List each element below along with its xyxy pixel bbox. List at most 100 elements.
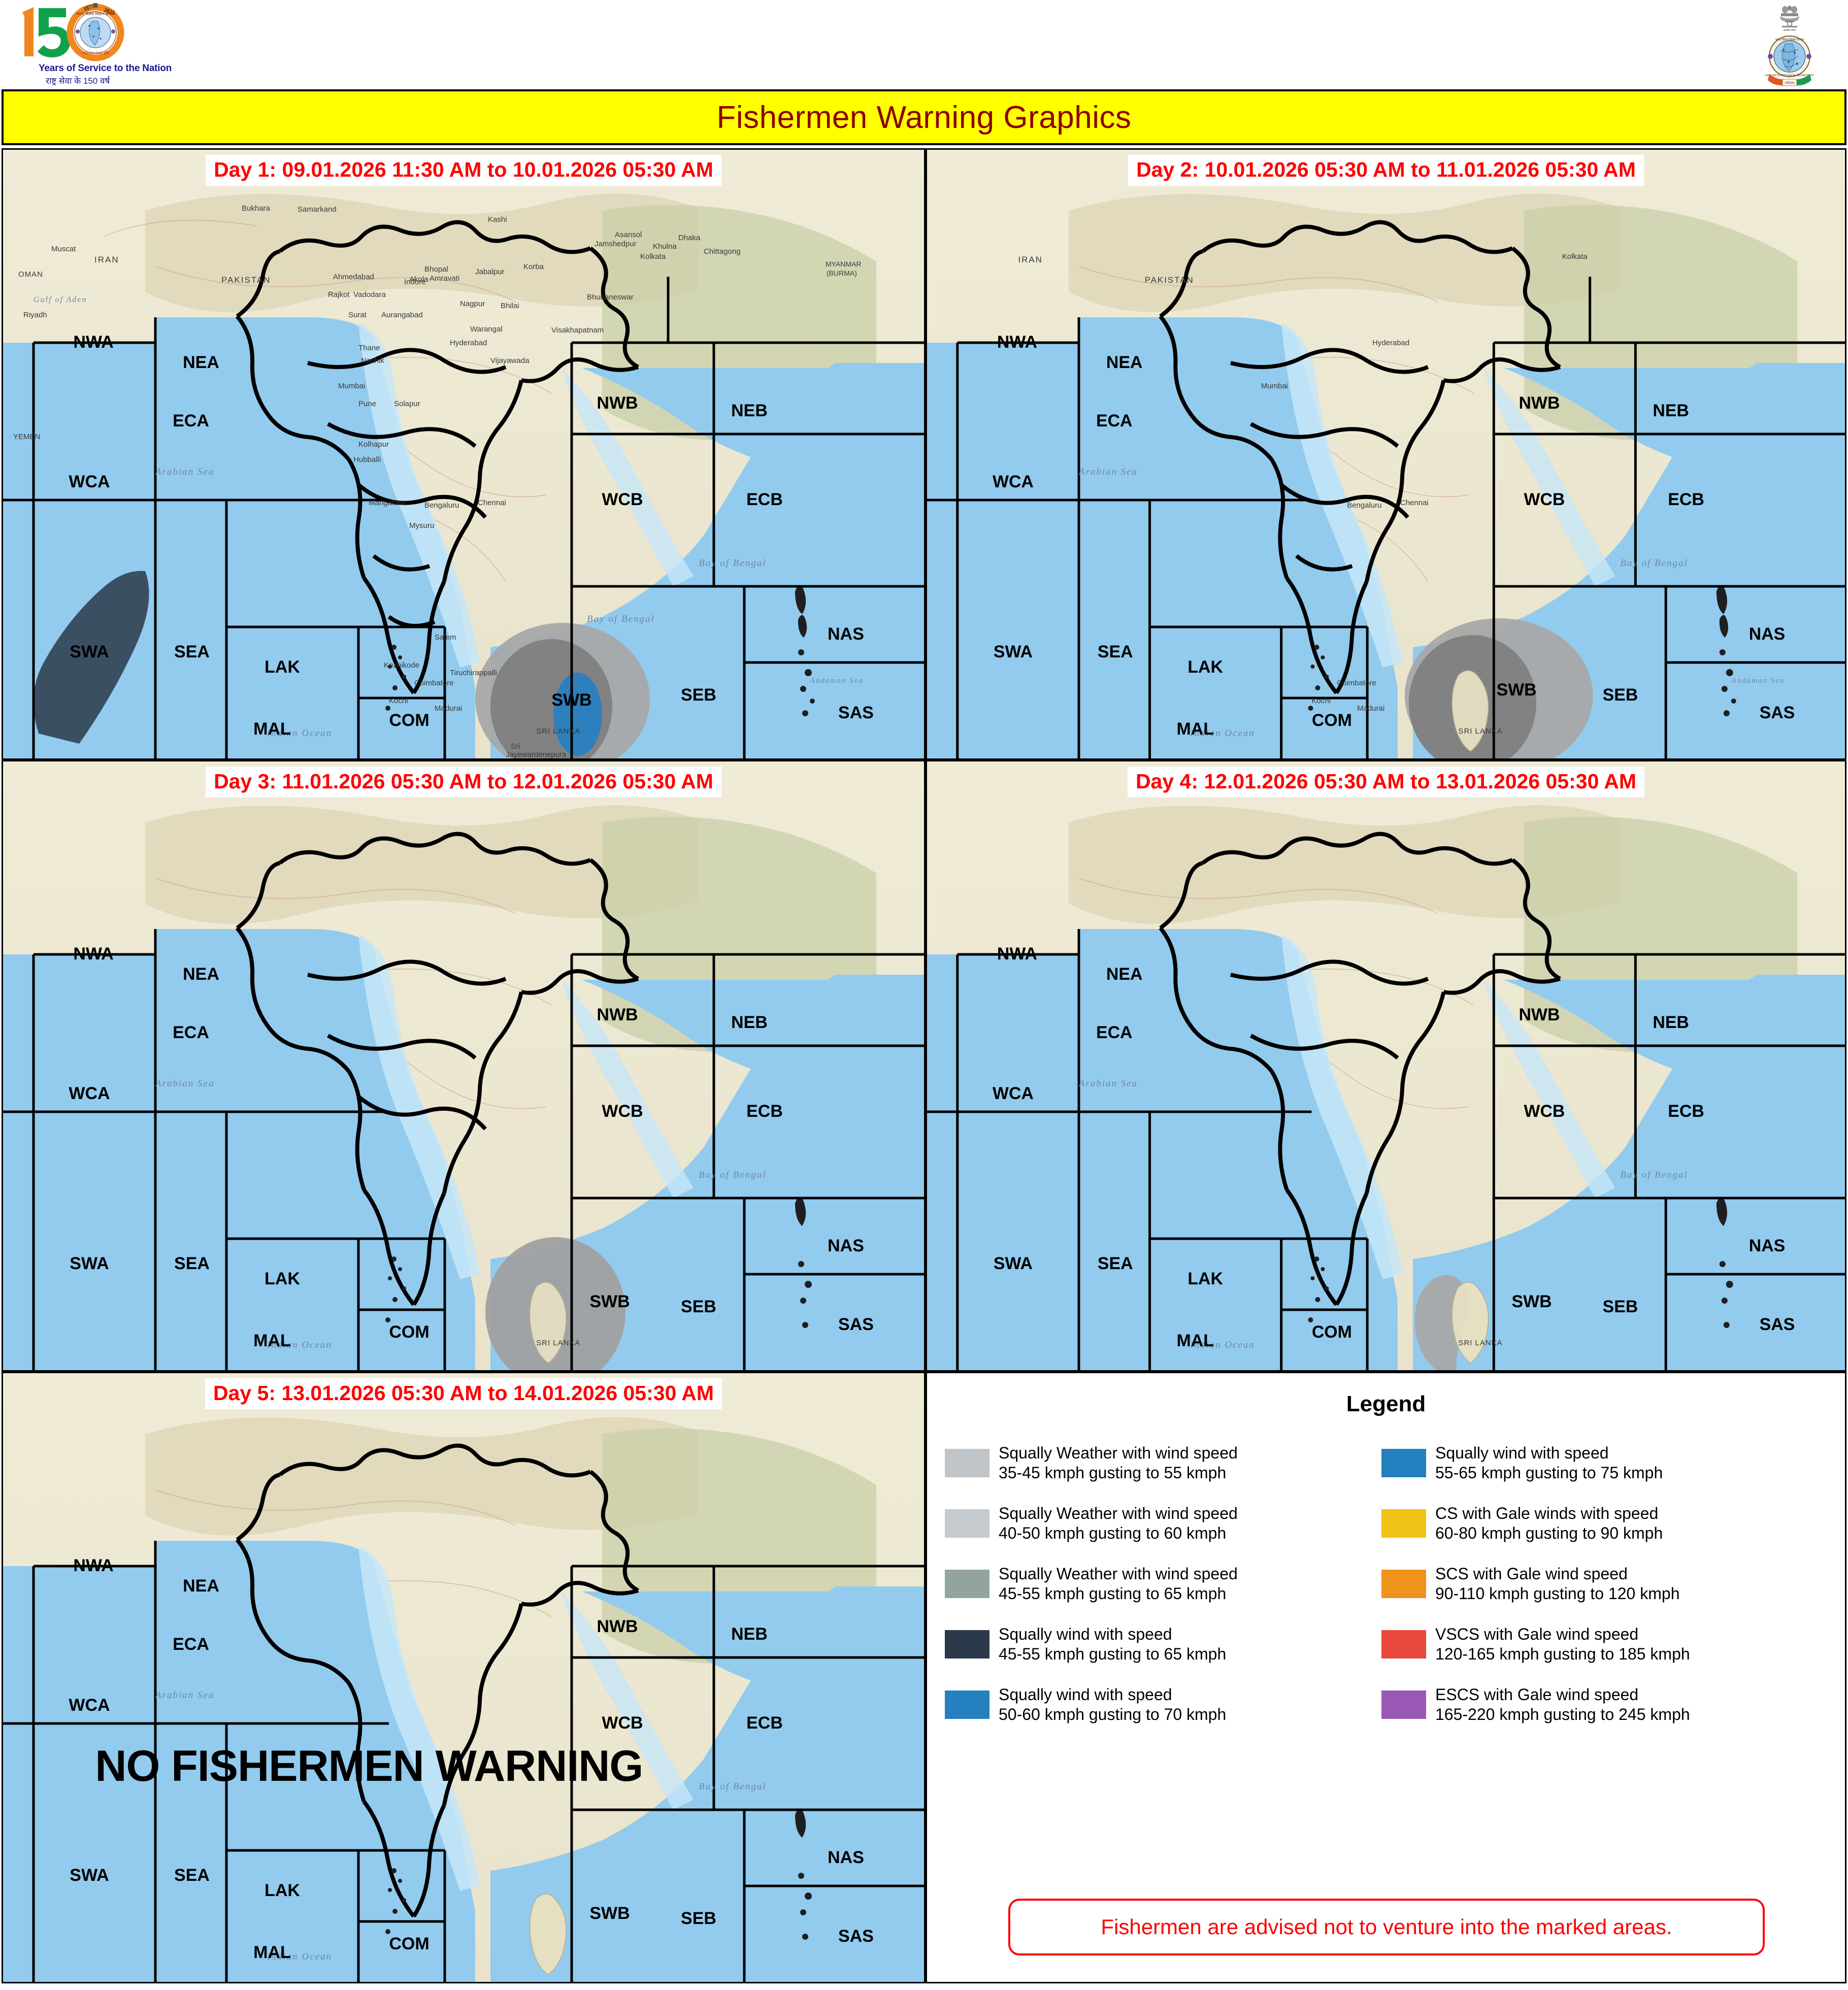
svg-text:Andaman Sea: Andaman Sea (1731, 677, 1785, 685)
svg-text:Mysuru: Mysuru (409, 521, 434, 530)
svg-text:NWB: NWB (1519, 1005, 1560, 1024)
map-panel-day1[interactable]: Arabian Sea Bay of Bengal Bay of Bengal … (2, 148, 926, 760)
legend-label-line1: SCS with Gale wind speed (1435, 1564, 1628, 1583)
svg-text:Kolhapur: Kolhapur (358, 440, 389, 449)
legend-label-line2: 60-80 kmph gusting to 90 kmph (1435, 1524, 1663, 1542)
svg-text:भारत मौसम विज्ञान विभाग: भारत मौसम विज्ञान विभाग (76, 11, 115, 16)
svg-text:COM: COM (389, 1322, 429, 1342)
svg-text:Bay of Bengal: Bay of Bengal (699, 1781, 767, 1792)
svg-text:SEB: SEB (681, 1909, 716, 1928)
svg-text:Bay of Bengal: Bay of Bengal (1620, 1170, 1688, 1180)
svg-text:SEB: SEB (681, 685, 716, 705)
svg-text:NEB: NEB (1653, 401, 1689, 420)
map-panel-day2[interactable]: Arabian Sea Bay of Bengal Indian Ocean A… (926, 148, 1846, 760)
legend-label: Squally Weather with wind speed 35-45 km… (999, 1443, 1238, 1483)
legend-label-line1: ESCS with Gale wind speed (1435, 1685, 1639, 1704)
legend-label-line1: Squally Weather with wind speed (999, 1443, 1238, 1462)
svg-text:Bukhara: Bukhara (242, 204, 271, 213)
legend-label-line1: CS with Gale winds with speed (1435, 1504, 1659, 1522)
svg-text:Madurai: Madurai (1357, 704, 1384, 713)
legend-item: Squally wind with speed 45-55 kmph gusti… (942, 1619, 1379, 1669)
panel-label-day4: Day 4: 12.01.2026 05:30 AM to 13.01.2026… (1127, 767, 1645, 798)
svg-text:Chennai: Chennai (478, 499, 506, 507)
svg-text:Indore: Indore (404, 278, 426, 286)
svg-text:MAL: MAL (253, 719, 291, 739)
svg-text:Bay of Bengal: Bay of Bengal (699, 1170, 767, 1180)
svg-text:Coimbatore: Coimbatore (1337, 679, 1376, 687)
svg-text:WCB: WCB (1524, 1102, 1565, 1121)
svg-text:Hyderabad: Hyderabad (450, 339, 487, 347)
svg-text:WCA: WCA (69, 472, 110, 491)
svg-text:Vadodara: Vadodara (353, 290, 386, 299)
svg-text:SRI LANKA: SRI LANKA (536, 727, 580, 736)
svg-text:Solapur: Solapur (394, 400, 420, 408)
svg-text:NAS: NAS (1749, 1236, 1786, 1255)
svg-text:SEA: SEA (1098, 642, 1133, 661)
svg-text:MAL: MAL (1177, 1331, 1214, 1350)
legend-label-line2: 165-220 kmph gusting to 245 kmph (1435, 1705, 1690, 1723)
legend-item: Squally Weather with wind speed 45-55 km… (942, 1559, 1379, 1609)
legend-item: Squally wind with speed 55-65 kmph gusti… (1379, 1438, 1836, 1488)
legend-label: Squally wind with speed 45-55 kmph gusti… (999, 1624, 1226, 1664)
svg-text:Salem: Salem (435, 633, 456, 642)
svg-text:SEA: SEA (174, 1254, 210, 1273)
legend-label-line2: 45-55 kmph gusting to 65 kmph (999, 1645, 1227, 1663)
svg-text:LAK: LAK (1187, 657, 1223, 677)
overlay-srilanka-core (553, 673, 602, 756)
svg-text:Khulna: Khulna (653, 242, 677, 251)
svg-text:SEB: SEB (1603, 685, 1638, 705)
imd-emblem-icon: सत्यमेव जयते भारत मौसम विज्ञान विभाग IND… (1759, 2, 1820, 87)
svg-text:Dhaka: Dhaka (678, 234, 701, 242)
map-canvas-day1: Arabian Sea Bay of Bengal Bay of Bengal … (3, 150, 924, 758)
legend-item: Squally wind with speed 50-60 kmph gusti… (942, 1680, 1379, 1730)
svg-text:WCB: WCB (602, 1713, 643, 1733)
map-canvas-day2: Arabian Sea Bay of Bengal Indian Ocean A… (927, 150, 1845, 758)
legend-item: SCS with Gale wind speed 90-110 kmph gus… (1379, 1559, 1836, 1609)
svg-text:Mumbai: Mumbai (338, 382, 365, 390)
svg-text:SWB: SWB (1512, 1292, 1552, 1311)
map-panel-day4[interactable]: Arabian Sea Bay of Bengal Indian Ocean N… (926, 760, 1846, 1372)
svg-text:Kashi: Kashi (488, 215, 507, 224)
legend-label-line2: 120-165 kmph gusting to 185 kmph (1435, 1645, 1690, 1663)
legend-label-line1: Squally wind with speed (999, 1624, 1172, 1643)
svg-text:NEA: NEA (183, 1576, 219, 1596)
svg-text:Rajkot: Rajkot (328, 290, 350, 299)
svg-text:WCA: WCA (69, 1696, 110, 1715)
svg-text:Warangal: Warangal (470, 325, 503, 334)
svg-text:SEB: SEB (1603, 1297, 1638, 1316)
svg-text:COM: COM (1312, 1322, 1352, 1342)
legend-label-line2: 50-60 kmph gusting to 70 kmph (999, 1705, 1227, 1723)
svg-text:SWA: SWA (70, 1866, 109, 1885)
svg-text:NEB: NEB (731, 1013, 768, 1032)
svg-text:Mumbai: Mumbai (1261, 382, 1288, 390)
svg-text:NEA: NEA (183, 353, 219, 372)
svg-text:NEB: NEB (1653, 1013, 1689, 1032)
svg-text:Bay of Bengal: Bay of Bengal (587, 614, 655, 624)
svg-text:Chittagong: Chittagong (704, 247, 741, 256)
legend-label: Squally Weather with wind speed 40-50 km… (999, 1504, 1238, 1543)
svg-text:SWA: SWA (70, 642, 109, 661)
svg-text:IRAN: IRAN (94, 255, 119, 264)
svg-text:NAS: NAS (1749, 624, 1786, 644)
svg-text:ECB: ECB (746, 1102, 783, 1121)
svg-text:Bhubaneswar: Bhubaneswar (587, 293, 634, 302)
svg-text:WCB: WCB (1524, 490, 1565, 509)
svg-text:Amravati: Amravati (430, 274, 459, 283)
svg-text:NWB: NWB (597, 1005, 638, 1024)
svg-text:SAS: SAS (838, 1927, 874, 1946)
svg-text:SAS: SAS (1760, 1315, 1795, 1334)
logo-tagline-hi: राष्ट्र सेवा के 150 वर्ष (46, 76, 110, 86)
svg-text:Bay of Bengal: Bay of Bengal (1620, 558, 1688, 569)
panel-label-day5: Day 5: 13.01.2026 05:30 AM to 14.01.2026… (205, 1378, 722, 1409)
legend-label-line1: Squally wind with speed (1435, 1443, 1609, 1462)
map-panel-day5[interactable]: Arabian Sea Bay of Bengal Indian Ocean N… (2, 1372, 926, 1983)
svg-text:Indian Ocean: Indian Ocean (1190, 728, 1255, 739)
svg-text:ECA: ECA (1096, 411, 1133, 430)
svg-text:SWB: SWB (589, 1292, 630, 1311)
svg-text:NWB: NWB (1519, 393, 1560, 413)
legend-item: Squally Weather with wind speed 40-50 km… (942, 1499, 1379, 1548)
map-panel-day3[interactable]: Arabian Sea Bay of Bengal Indian Ocean N… (2, 760, 926, 1372)
panel-label-day3: Day 3: 11.01.2026 05:30 AM to 12.01.2026… (206, 767, 721, 798)
legend-item: VSCS with Gale wind speed 120-165 kmph g… (1379, 1619, 1836, 1669)
svg-text:Nashik: Nashik (361, 356, 384, 365)
